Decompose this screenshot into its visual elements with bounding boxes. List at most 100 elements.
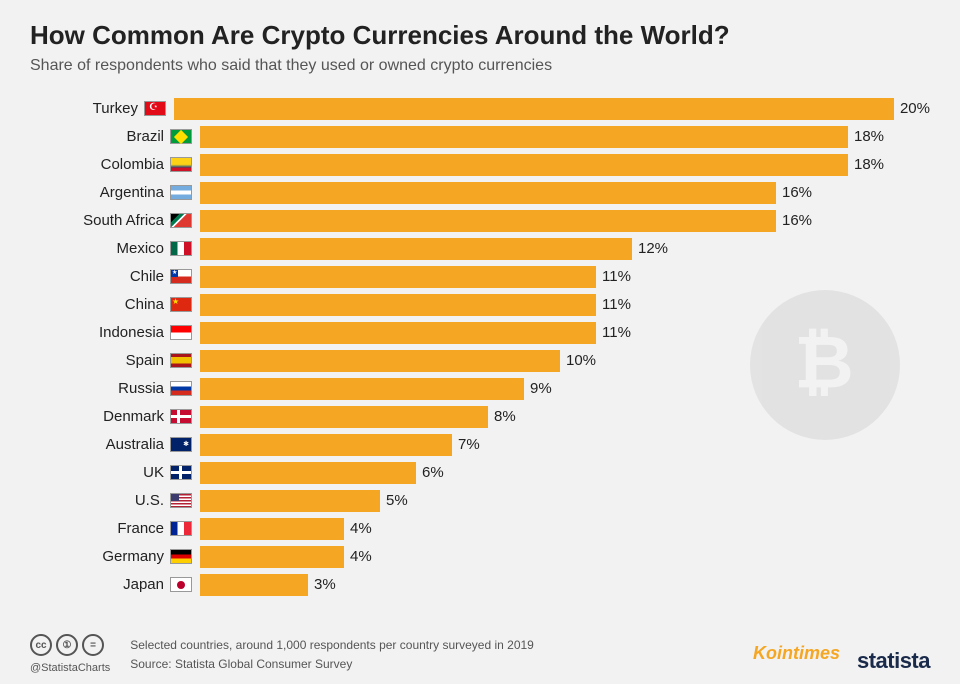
chart-row: China 11% xyxy=(50,291,930,318)
flag-icon xyxy=(170,157,192,172)
bar-value: 16% xyxy=(782,184,812,201)
chart-row: Turkey20% xyxy=(50,95,930,122)
statista-handle: @StatistaCharts xyxy=(30,662,110,674)
flag-icon xyxy=(144,101,166,116)
bar-value: 12% xyxy=(638,240,668,257)
country-label: Australia xyxy=(50,436,170,453)
chart-row: Mexico 12% xyxy=(50,235,930,262)
country-label: Colombia xyxy=(50,156,170,173)
bar xyxy=(200,210,776,232)
bar xyxy=(200,490,380,512)
country-label: Japan xyxy=(50,576,170,593)
chart-row: U.S. 5% xyxy=(50,487,930,514)
bar-value: 11% xyxy=(602,296,631,313)
country-label: Mexico xyxy=(50,240,170,257)
bar-value: 9% xyxy=(530,380,552,397)
flag-icon xyxy=(170,409,192,424)
flag-icon xyxy=(170,297,192,312)
country-label: Indonesia xyxy=(50,324,170,341)
bar xyxy=(200,266,596,288)
flag-icon xyxy=(170,325,192,340)
cc-by-icon: ① xyxy=(56,634,78,656)
chart-row: Spain 10% xyxy=(50,347,930,374)
bar-value: 4% xyxy=(350,548,372,565)
bar-value: 7% xyxy=(458,436,480,453)
flag-icon xyxy=(170,213,192,228)
bar xyxy=(200,378,524,400)
chart-row: Argentina16% xyxy=(50,179,930,206)
country-label: Russia xyxy=(50,380,170,397)
bar xyxy=(200,462,416,484)
chart-row: Germany 4% xyxy=(50,543,930,570)
flag-icon xyxy=(170,521,192,536)
bar xyxy=(174,98,894,120)
bar-value: 10% xyxy=(566,352,596,369)
bar xyxy=(200,518,344,540)
bar-value: 18% xyxy=(854,128,884,145)
bar xyxy=(200,350,560,372)
cc-nd-icon: = xyxy=(82,634,104,656)
bar xyxy=(200,238,632,260)
country-label: UK xyxy=(50,464,170,481)
country-label: Denmark xyxy=(50,408,170,425)
bar xyxy=(200,406,488,428)
bar-value: 6% xyxy=(422,464,444,481)
flag-icon xyxy=(170,465,192,480)
flag-icon xyxy=(170,437,192,452)
flag-icon xyxy=(170,493,192,508)
chart-row: France 4% xyxy=(50,515,930,542)
kointimes-logo: Kointimes xyxy=(753,643,840,664)
country-label: Germany xyxy=(50,548,170,565)
country-label: China xyxy=(50,296,170,313)
bar-value: 3% xyxy=(314,576,336,593)
bar xyxy=(200,294,596,316)
country-label: South Africa xyxy=(50,212,170,229)
chart-row: Russia 9% xyxy=(50,375,930,402)
chart-footer: cc ① = @StatistaCharts Selected countrie… xyxy=(30,634,930,674)
footer-note: Selected countries, around 1,000 respond… xyxy=(130,636,534,655)
flag-icon xyxy=(170,353,192,368)
flag-icon xyxy=(170,549,192,564)
country-label: France xyxy=(50,520,170,537)
chart-row: South Africa 16% xyxy=(50,207,930,234)
footer-source: Source: Statista Global Consumer Survey xyxy=(130,655,534,674)
bar-value: 18% xyxy=(854,156,884,173)
chart-row: Colombia 18% xyxy=(50,151,930,178)
country-label: U.S. xyxy=(50,492,170,509)
flag-icon xyxy=(170,185,192,200)
chart-row: Indonesia 11% xyxy=(50,319,930,346)
chart-row: Japan 3% xyxy=(50,571,930,598)
statista-logo: statista xyxy=(857,648,930,674)
chart-row: Denmark 8% xyxy=(50,403,930,430)
bar xyxy=(200,322,596,344)
chart-row: Australia 7% xyxy=(50,431,930,458)
country-label: Chile xyxy=(50,268,170,285)
chart-row: UK 6% xyxy=(50,459,930,486)
bar xyxy=(200,546,344,568)
bar-value: 4% xyxy=(350,520,372,537)
chart-title: How Common Are Crypto Currencies Around … xyxy=(30,20,930,51)
flag-icon xyxy=(170,129,192,144)
flag-icon xyxy=(170,577,192,592)
bar-value: 20% xyxy=(900,100,930,117)
bar xyxy=(200,434,452,456)
bar-value: 11% xyxy=(602,324,631,341)
flag-icon xyxy=(170,269,192,284)
bar-value: 8% xyxy=(494,408,516,425)
flag-icon xyxy=(170,381,192,396)
chart-row: Chile 11% xyxy=(50,263,930,290)
flag-icon xyxy=(170,241,192,256)
country-label: Brazil xyxy=(50,128,170,145)
bar xyxy=(200,182,776,204)
bar xyxy=(200,574,308,596)
chart-subtitle: Share of respondents who said that they … xyxy=(30,57,930,75)
bar xyxy=(200,126,848,148)
bar-value: 16% xyxy=(782,212,812,229)
bar-value: 5% xyxy=(386,492,408,509)
bar xyxy=(200,154,848,176)
bar-chart: Turkey20% Brazil 18% Colombia 18% Argentina16… xyxy=(30,95,930,598)
cc-icon: cc xyxy=(30,634,52,656)
chart-row: Brazil 18% xyxy=(50,123,930,150)
bar-value: 11% xyxy=(602,268,631,285)
country-label: Spain xyxy=(50,352,170,369)
